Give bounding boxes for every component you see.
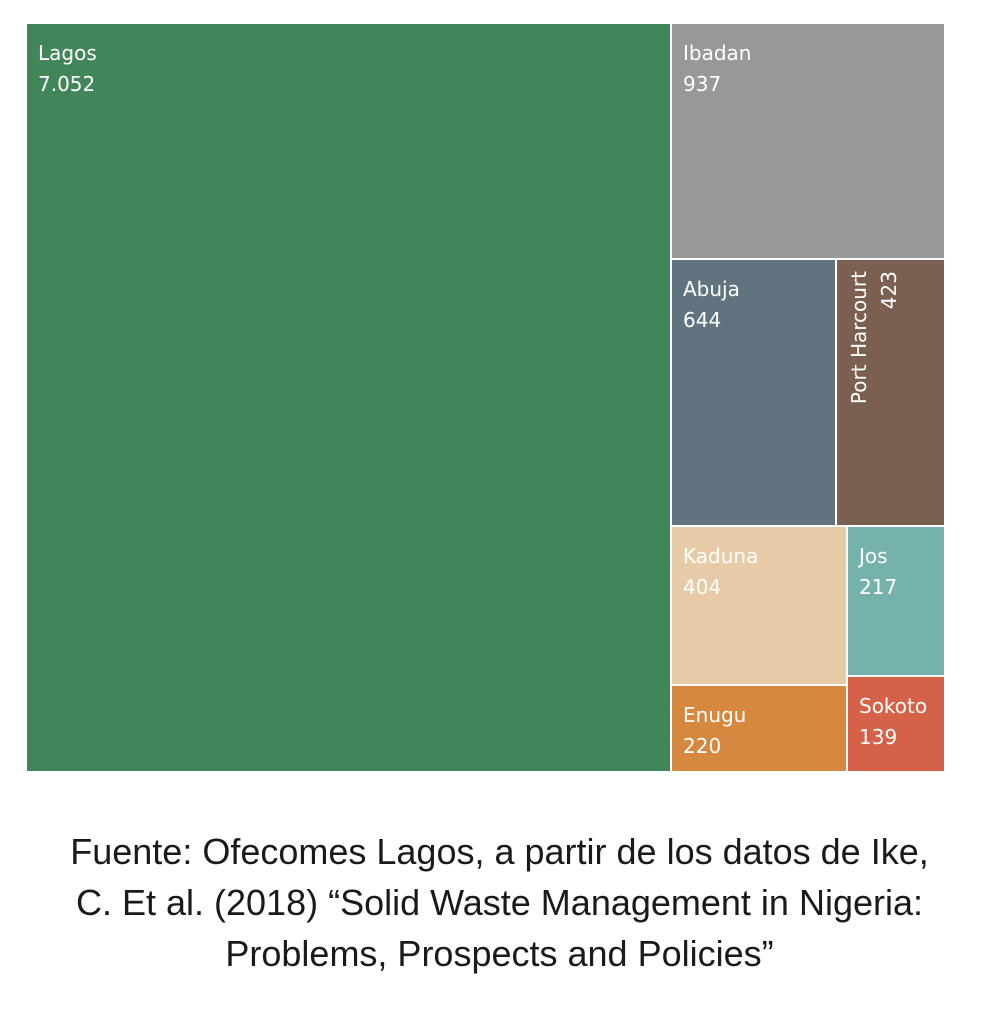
treemap-cell-ibadan: Ibadan 937 — [670, 22, 946, 260]
treemap-rect-port-harcourt — [835, 258, 946, 527]
treemap-chart: Lagos 7.052 Ibadan 937 Abuja 644 Port Harcourt… — [25, 22, 946, 773]
treemap-label-ibadan: Ibadan — [683, 41, 751, 65]
treemap-label-sokoto: Sokoto — [859, 694, 927, 718]
treemap-label-lagos: Lagos — [38, 41, 97, 65]
treemap-cell-kaduna: Kaduna 404 — [670, 525, 848, 686]
treemap-value-kaduna: 404 — [683, 575, 721, 599]
treemap-cell-jos: Jos 217 — [846, 525, 946, 677]
treemap-rect-lagos — [25, 22, 672, 773]
treemap-label-jos: Jos — [857, 544, 888, 568]
treemap-rect-sokoto — [846, 675, 946, 773]
treemap-rect-kaduna — [670, 525, 848, 686]
treemap-value-sokoto: 139 — [859, 725, 897, 749]
treemap-rect-ibadan — [670, 22, 946, 260]
treemap-value-enugu: 220 — [683, 734, 721, 758]
treemap-rect-abuja — [670, 258, 837, 527]
treemap-label-port-harcourt: Port Harcourt — [847, 271, 871, 404]
treemap-rect-enugu — [670, 684, 848, 773]
caption-line-1: Fuente: Ofecomes Lagos, a partir de los … — [70, 831, 929, 872]
treemap-value-lagos: 7.052 — [38, 72, 95, 96]
treemap-label-abuja: Abuja — [683, 277, 740, 301]
caption-line-2: C. Et al. (2018) “Solid Waste Management… — [75, 882, 924, 923]
treemap-value-port-harcourt: 423 — [877, 271, 901, 309]
treemap-cell-port-harcourt: Port Harcourt 423 — [835, 258, 946, 527]
treemap-value-jos: 217 — [859, 575, 897, 599]
treemap-value-ibadan: 937 — [683, 72, 721, 96]
treemap-cell-lagos: Lagos 7.052 — [25, 22, 672, 773]
treemap-label-enugu: Enugu — [683, 703, 746, 727]
treemap-cell-sokoto: Sokoto 139 — [846, 675, 946, 773]
treemap-value-abuja: 644 — [683, 308, 721, 332]
treemap-cell-enugu: Enugu 220 — [670, 684, 848, 773]
source-caption: Fuente: Ofecomes Lagos, a partir de los … — [0, 826, 999, 979]
treemap-label-kaduna: Kaduna — [683, 544, 758, 568]
caption-line-3: Problems, Prospects and Policies” — [225, 933, 774, 974]
treemap-cell-abuja: Abuja 644 — [670, 258, 837, 527]
